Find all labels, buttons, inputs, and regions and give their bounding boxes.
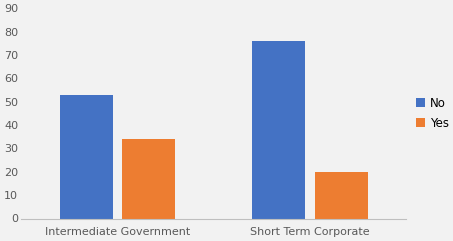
Bar bbox=[315, 172, 368, 219]
Bar bbox=[60, 95, 112, 219]
Bar bbox=[252, 41, 305, 219]
Legend: No, Yes: No, Yes bbox=[416, 97, 449, 130]
Bar bbox=[122, 139, 175, 219]
